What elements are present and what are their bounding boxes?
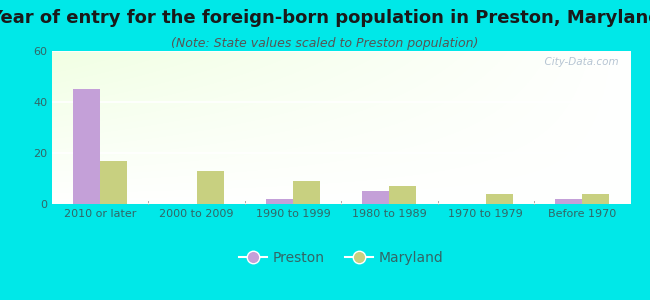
Bar — [582, 194, 609, 204]
Bar — [486, 194, 513, 204]
Bar — [73, 89, 100, 204]
Bar — [100, 161, 127, 204]
Text: Year of entry for the foreign-born population in Preston, Maryland: Year of entry for the foreign-born popul… — [0, 9, 650, 27]
Bar — [293, 181, 320, 204]
Bar — [389, 186, 417, 204]
Bar — [555, 199, 582, 204]
Bar — [266, 199, 293, 204]
Legend: Preston, Maryland: Preston, Maryland — [233, 245, 449, 271]
Bar — [196, 171, 224, 204]
Text: City-Data.com: City-Data.com — [538, 57, 619, 67]
Text: (Note: State values scaled to Preston population): (Note: State values scaled to Preston po… — [172, 38, 478, 50]
Bar — [363, 191, 389, 204]
